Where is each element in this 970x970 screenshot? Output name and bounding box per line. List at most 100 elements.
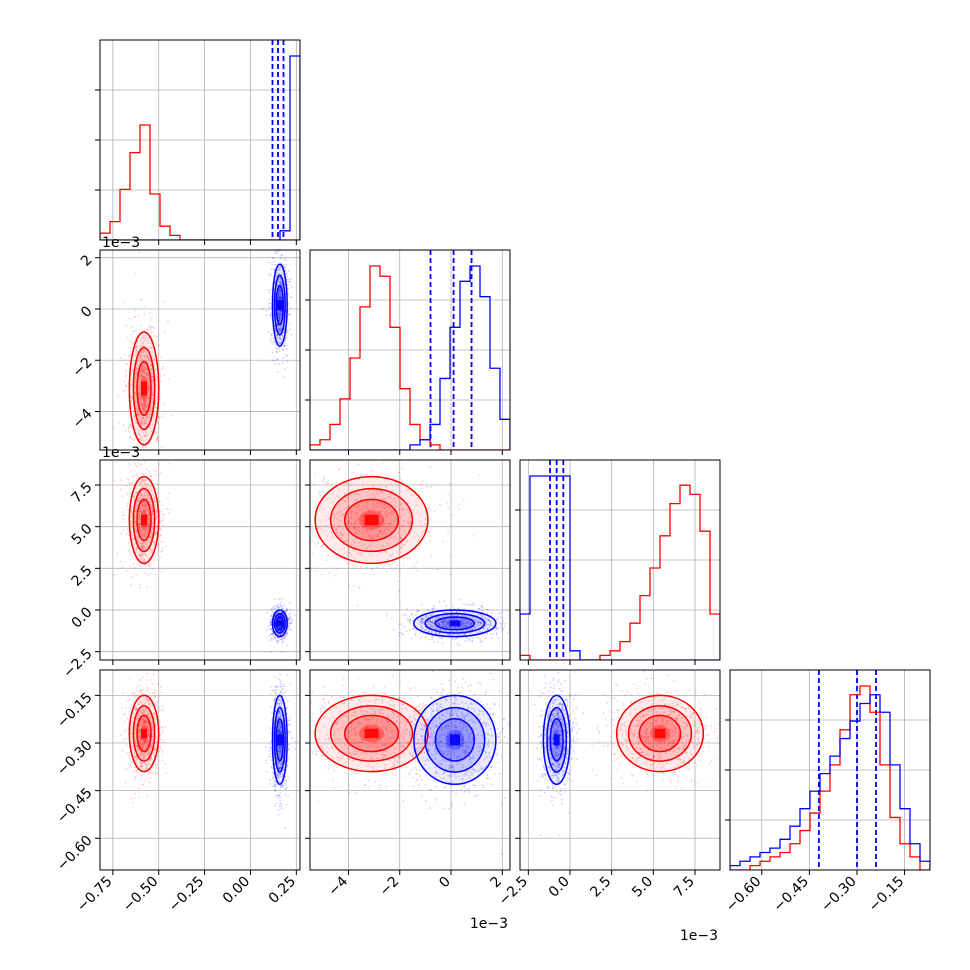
scatter-point xyxy=(140,543,143,546)
scatter-point xyxy=(147,521,150,523)
scatter-point xyxy=(408,557,411,560)
scatter-point xyxy=(346,540,349,543)
scatter-point xyxy=(148,500,151,503)
scatter-point xyxy=(113,480,116,482)
scatter-point xyxy=(147,527,150,529)
scatter-point xyxy=(137,500,140,502)
scatter-point xyxy=(139,345,142,348)
scatter-point xyxy=(150,375,153,378)
scatter-point xyxy=(386,505,388,508)
scatter-point xyxy=(423,523,426,526)
scatter-point xyxy=(132,369,134,372)
scatter-point xyxy=(146,432,149,435)
scatter-point xyxy=(146,686,149,689)
scatter-point xyxy=(160,749,163,752)
scatter-point xyxy=(275,605,278,608)
scatter-point xyxy=(138,526,141,528)
scatter-point xyxy=(128,754,130,757)
scatter-point xyxy=(387,522,390,525)
scatter-point xyxy=(137,476,140,479)
scatter-point xyxy=(288,613,291,616)
scatter-point xyxy=(158,695,161,698)
scatter-point xyxy=(144,510,146,513)
scatter-point xyxy=(465,636,467,639)
scatter-point xyxy=(279,799,282,802)
scatter-point xyxy=(420,524,423,527)
scatter-point xyxy=(277,294,280,297)
scatter-point xyxy=(398,508,401,510)
density-peak xyxy=(364,514,379,526)
scatter-point xyxy=(137,498,140,501)
scatter-point xyxy=(465,624,468,627)
scatter-point xyxy=(289,306,292,309)
scatter-point xyxy=(141,446,144,448)
scatter-point xyxy=(144,525,147,528)
scatter-point xyxy=(137,540,140,543)
scatter-point xyxy=(145,328,148,331)
scatter-point xyxy=(286,272,289,275)
scatter-point xyxy=(141,528,144,531)
panel-frame xyxy=(99,39,301,241)
scatter-point xyxy=(285,348,288,351)
scatter-point xyxy=(136,413,139,416)
scatter-point xyxy=(289,612,292,615)
scatter-point xyxy=(279,325,282,327)
scatter-point xyxy=(485,636,488,639)
scatter-point xyxy=(354,475,357,478)
scatter-point xyxy=(270,333,273,336)
scatter-point xyxy=(268,634,271,637)
contour-line xyxy=(128,331,160,446)
scatter-point xyxy=(142,404,144,407)
scatter-point xyxy=(132,438,135,441)
scatter-point xyxy=(284,342,286,345)
scatter-point xyxy=(139,691,141,694)
scatter-point xyxy=(161,368,164,371)
scatter-point xyxy=(436,617,438,620)
scatter-point xyxy=(450,554,452,557)
scatter-point xyxy=(280,611,283,614)
scatter-point xyxy=(425,517,427,520)
scatter-point xyxy=(126,478,129,480)
scatter-point xyxy=(145,419,148,421)
scatter-point xyxy=(140,337,143,340)
scatter-point xyxy=(139,528,142,531)
scatter-point xyxy=(354,526,356,529)
scatter-point xyxy=(139,528,142,531)
scatter-point xyxy=(144,405,147,408)
scatter-point xyxy=(356,523,359,525)
scatter-point xyxy=(150,346,153,349)
scatter-point xyxy=(400,542,403,545)
scatter-point xyxy=(276,269,279,271)
scatter-point xyxy=(392,628,395,631)
scatter-point xyxy=(396,518,398,521)
scatter-point xyxy=(169,508,172,511)
scatter-point xyxy=(378,521,381,524)
scatter-point xyxy=(447,622,450,624)
scatter-point xyxy=(167,320,169,322)
scatter-point xyxy=(145,399,148,402)
scatter-point xyxy=(125,374,128,377)
scatter-point xyxy=(142,676,144,679)
scatter-point xyxy=(426,485,429,488)
scatter-point xyxy=(143,312,146,315)
scatter-point xyxy=(452,605,454,608)
scatter-point xyxy=(135,406,138,409)
scatter-point xyxy=(503,625,506,628)
scatter-point xyxy=(268,302,270,305)
scatter-point xyxy=(274,598,277,601)
scatter-point xyxy=(150,364,153,367)
scatter-point xyxy=(281,348,284,351)
scatter-point xyxy=(152,692,154,694)
scatter-point xyxy=(143,348,146,351)
scatter-point xyxy=(138,518,141,520)
scatter-point xyxy=(355,518,358,520)
scatter-point xyxy=(280,256,283,259)
scatter-point xyxy=(399,546,402,549)
scatter-point xyxy=(144,546,147,549)
scatter-point xyxy=(271,351,274,354)
scatter-point xyxy=(265,313,268,316)
scatter-point xyxy=(379,501,382,504)
scatter-point xyxy=(150,505,153,508)
scatter-point xyxy=(137,525,140,528)
scatter-point xyxy=(151,489,153,492)
